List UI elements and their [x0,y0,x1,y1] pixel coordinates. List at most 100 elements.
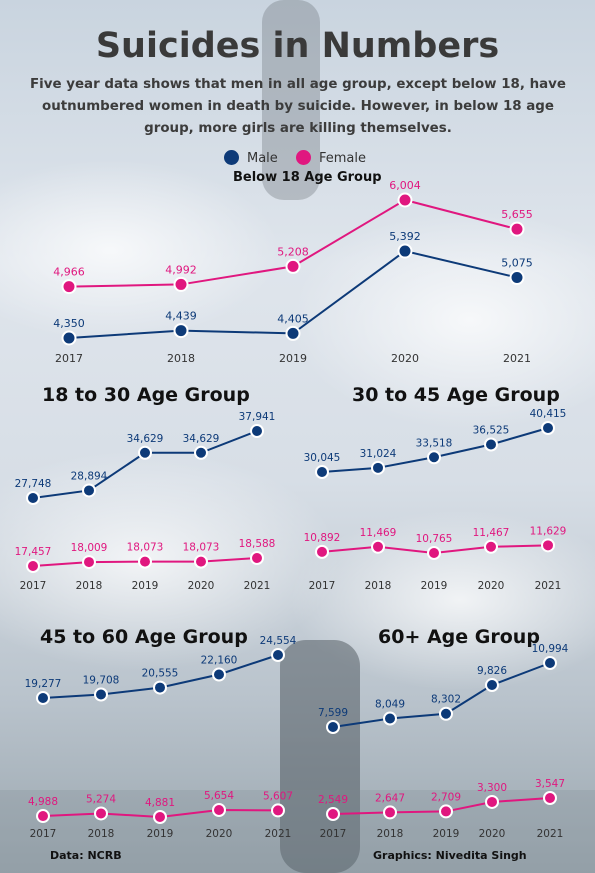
data-point-male [485,678,499,693]
chart-title-45-60: 45 to 60 Age Group [40,626,248,648]
x-tick-label: 2020 [478,580,505,592]
data-label-female: 10,892 [304,532,341,544]
data-label-male: 7,599 [318,707,348,719]
data-point-male [138,445,152,460]
chart-panel-3: 19,277 19,708 20,555 22,160 24,554 4,988 5,274… [25,635,297,840]
data-point-male [194,445,208,460]
data-point-male [427,450,441,465]
data-point-male [383,711,397,726]
data-label-female: 5,607 [263,790,293,802]
data-point-female [36,809,50,824]
data-label-male: 8,302 [431,694,461,706]
data-point-male [439,706,453,721]
data-point-female [285,258,301,274]
data-label-female: 2,647 [375,792,405,804]
data-label-male: 20,555 [142,668,179,680]
data-point-male [509,270,525,286]
data-point-female [94,806,108,821]
legend: Male Female [224,150,380,166]
data-label-male: 4,405 [277,312,309,325]
data-label-female: 2,709 [431,791,461,803]
data-label-female: 5,274 [86,793,116,805]
data-point-female [271,803,285,818]
data-point-female [383,805,397,820]
data-point-male [371,460,385,475]
data-label-male: 4,350 [53,317,85,330]
data-point-male [36,691,50,705]
data-label-female: 2,549 [318,794,348,806]
data-point-female [315,544,329,559]
chart-panel-1: 27,748 28,894 34,629 34,629 37,941 17,457 18,0… [15,411,276,592]
data-point-male [271,648,285,662]
data-label-male: 34,629 [183,433,220,445]
data-point-female [61,279,77,295]
data-label-female: 11,629 [530,525,567,537]
legend-item-male: Male [224,150,278,166]
chart-panel-2: 30,045 31,024 33,518 36,525 40,415 10,892 11,4… [304,408,567,592]
x-tick-label: 2017 [30,828,57,840]
data-label-male: 33,518 [416,437,453,449]
x-tick-label: 2021 [537,828,564,840]
x-tick-label: 2018 [76,580,103,592]
data-label-male: 19,708 [83,674,120,686]
x-tick-label: 2021 [503,352,531,365]
data-point-male [94,687,108,702]
x-tick-label: 2019 [433,828,460,840]
data-label-female: 11,467 [473,527,510,539]
data-label-female: 4,881 [145,797,175,809]
data-point-male [285,325,301,341]
legend-item-female: Female [295,150,366,166]
x-tick-label: 2019 [132,580,159,592]
x-tick-label: 2019 [147,828,174,840]
data-label-male: 34,629 [127,433,164,445]
data-point-female [82,555,96,570]
data-point-female [509,221,525,237]
data-point-male [543,656,557,670]
chart-title-60-plus: 60+ Age Group [378,626,540,648]
data-point-female [439,804,453,819]
data-label-female: 10,765 [416,533,453,545]
data-label-male: 19,277 [25,678,62,690]
data-label-female: 4,988 [28,796,58,808]
data-label-male: 27,748 [15,478,52,490]
data-label-male: 30,045 [304,452,341,464]
data-label-male: 4,439 [165,310,197,323]
data-label-male: 9,826 [477,665,507,677]
data-label-male: 37,941 [239,411,276,423]
data-label-female: 3,300 [477,782,507,794]
data-label-male: 40,415 [530,408,567,420]
data-label-male: 36,525 [473,425,510,437]
data-point-female [427,546,441,560]
data-point-female [397,192,413,208]
page-title: Suicides in Numbers [95,26,500,66]
x-tick-label: 2018 [167,352,195,365]
data-label-male: 28,894 [71,470,108,482]
chart-title-below-18: Below 18 Age Group [233,170,382,185]
x-tick-label: 2017 [55,352,83,365]
legend-swatch-female [295,150,311,165]
series-line-male [321,427,549,473]
data-label-female: 4,992 [165,263,197,276]
data-label-male: 5,075 [501,257,533,270]
data-label-male: 22,160 [201,655,238,667]
page-subtitle: Five year data shows that men in all age… [30,77,566,136]
data-point-male [26,491,40,505]
data-point-female [371,539,385,554]
data-point-male [61,330,77,346]
x-tick-label: 2020 [479,828,506,840]
data-label-female: 18,588 [239,538,276,550]
x-tick-label: 2021 [535,580,562,592]
data-point-female [26,559,40,573]
data-point-male [326,720,340,734]
data-point-male [250,424,264,438]
x-tick-label: 2018 [377,828,404,840]
data-label-male: 31,024 [360,448,397,460]
data-point-male [173,323,189,339]
data-point-female [138,554,152,569]
data-label-female: 11,469 [360,527,397,539]
data-label-female: 5,654 [204,790,234,802]
data-label-female: 17,457 [15,546,52,558]
data-point-male [541,421,555,435]
data-label-female: 3,547 [535,778,565,790]
